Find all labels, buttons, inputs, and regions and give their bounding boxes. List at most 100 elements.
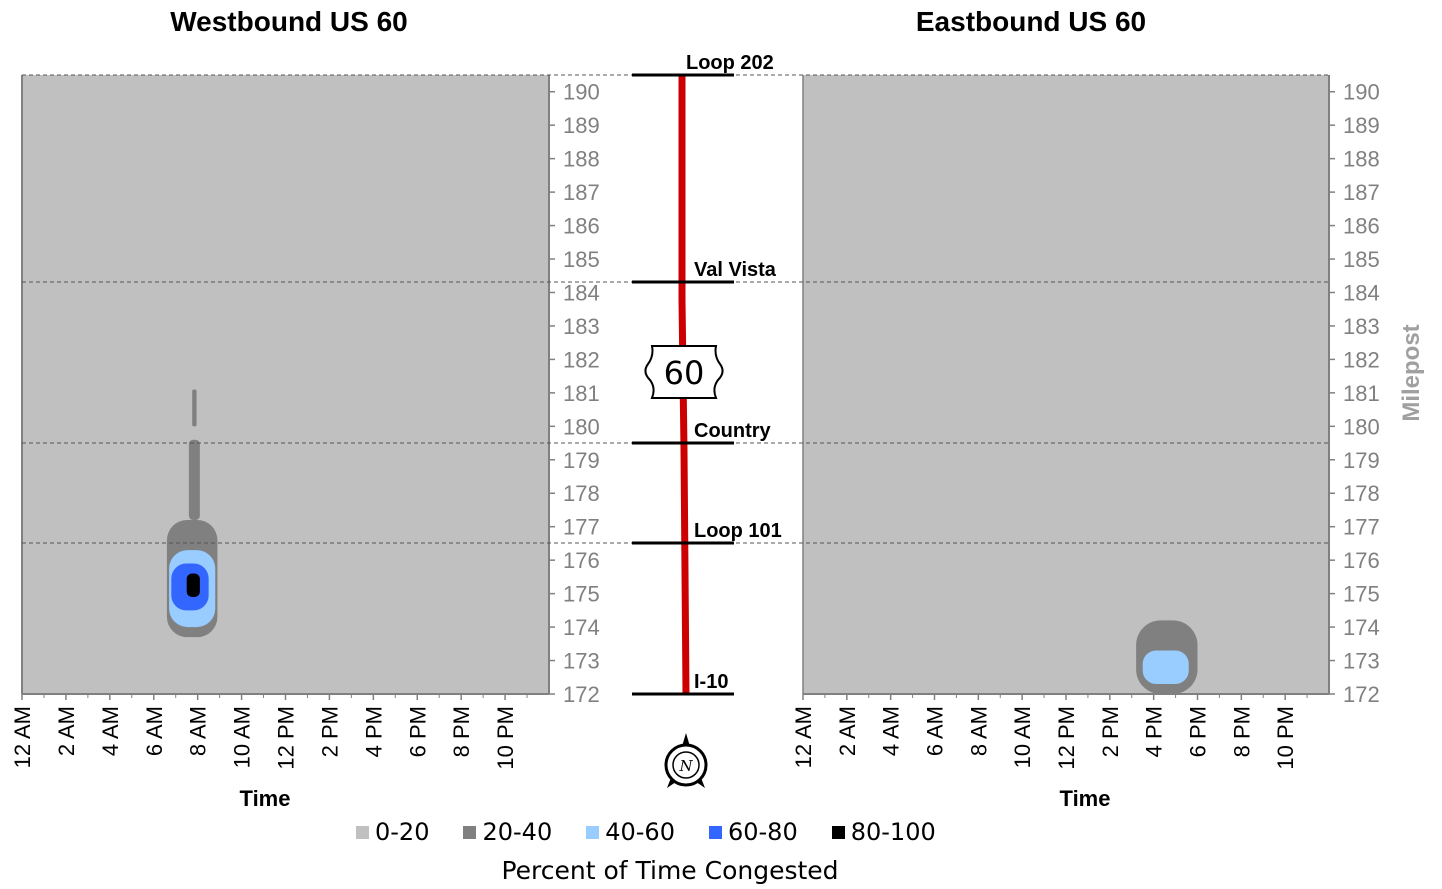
- westbound-y-tick-label: 178: [563, 481, 600, 506]
- eastbound-y-tick-label: 190: [1343, 80, 1380, 105]
- westbound-y-tick-label: 177: [563, 515, 600, 540]
- westbound-y-tick-label: 189: [563, 113, 600, 138]
- eastbound-y-tick-label: 182: [1343, 347, 1380, 372]
- eastbound-y-tick-label: 175: [1343, 582, 1380, 607]
- landmark-label: Country: [694, 420, 772, 442]
- eastbound-y-tick-label: 180: [1343, 414, 1380, 439]
- eastbound-y-tick-label: 183: [1343, 314, 1380, 339]
- eastbound-x-tick-label: 6 PM: [1186, 706, 1211, 757]
- eastbound-x-ticks: 12 AM 2 AM 4 AM 6 AM 8 AM 10 AM 12 PM 2 PM 4 PM 6…: [791, 694, 1308, 770]
- landmark-label: Loop 101: [694, 520, 782, 542]
- eastbound-y-tick-label: 174: [1343, 615, 1380, 640]
- westbound-x-tick-label: 10 AM: [230, 706, 255, 768]
- westbound-y-tick-label: 179: [563, 448, 600, 473]
- legend-item: 60-80: [708, 818, 798, 846]
- westbound-congestion-region: [186, 573, 200, 597]
- eastbound-y-tick-label: 176: [1343, 548, 1380, 573]
- eastbound-plot-area: [803, 75, 1329, 694]
- legend-swatch: [463, 825, 477, 839]
- legend: 0-20 20-40 40-60 60-80 80-100: [356, 818, 936, 846]
- eastbound-x-tick-label: 2 PM: [1098, 706, 1123, 757]
- eastbound-x-tick-label: 8 AM: [966, 706, 991, 756]
- westbound-x-tick-label: 4 PM: [361, 706, 386, 757]
- landmark-label: Val Vista: [694, 259, 777, 281]
- legend-swatch: [831, 825, 845, 839]
- route-landmarks: Loop 202 Val Vista Country Loop 101 I-10: [632, 52, 782, 696]
- westbound-x-tick-label: 6 PM: [405, 706, 430, 757]
- westbound-y-tick-label: 182: [563, 347, 600, 372]
- us-route-shield-icon: 60: [644, 345, 724, 399]
- eastbound-x-tick-label: 4 AM: [879, 706, 904, 756]
- westbound-y-tick-label: 190: [563, 80, 600, 105]
- westbound-x-tick-label: 10 PM: [493, 706, 518, 770]
- legend-label: 40-60: [605, 818, 675, 846]
- westbound-congestion-region: [188, 439, 200, 521]
- landmark-label: Loop 202: [686, 52, 774, 74]
- eastbound-y-tick-label: 188: [1343, 147, 1380, 172]
- legend-label: 0-20: [375, 818, 430, 846]
- legend-title: Percent of Time Congested: [501, 856, 839, 885]
- westbound-y-tick-label: 183: [563, 314, 600, 339]
- eastbound-y-tick-label: 181: [1343, 381, 1380, 406]
- legend-label: 20-40: [482, 818, 553, 846]
- westbound-y-tick-label: 188: [563, 147, 600, 172]
- westbound-y-tick-label: 181: [563, 381, 600, 406]
- westbound-x-tick-label: 8 PM: [449, 706, 474, 757]
- westbound-y-tick-label: 176: [563, 548, 600, 573]
- westbound-x-tick-label: 2 AM: [54, 706, 79, 756]
- eastbound-x-tick-label: 10 AM: [1010, 706, 1035, 768]
- westbound-x-tick-label: 12 AM: [10, 706, 35, 768]
- eastbound-y-tick-label: 184: [1343, 280, 1380, 305]
- westbound-plot-area: [22, 75, 549, 694]
- legend-swatch: [586, 825, 600, 839]
- eastbound-congestion-region: [1142, 650, 1189, 684]
- westbound-x-tick-label: 6 AM: [142, 706, 167, 756]
- westbound-y-tick-label: 187: [563, 180, 600, 205]
- legend-swatch: [356, 825, 369, 839]
- eastbound-x-tick-label: 12 AM: [791, 706, 816, 768]
- westbound-y-ticks: 190 189 188 187 186 185 184 183 182 181 180 179 178 1…: [549, 80, 600, 707]
- legend-item: 80-100: [831, 818, 936, 846]
- eastbound-y-tick-label: 189: [1343, 113, 1380, 138]
- eastbound-y-tick-label: 179: [1343, 448, 1380, 473]
- eastbound-y-tick-label: 173: [1343, 649, 1380, 674]
- westbound-y-tick-label: 175: [563, 582, 600, 607]
- westbound-x-axis-label: Time: [239, 786, 291, 811]
- westbound-x-tick-label: 12 PM: [274, 706, 299, 770]
- eastbound-y-ticks: 190 189 188 187 186 185 184 183 182 181 180 179 178 1…: [1329, 80, 1380, 707]
- eastbound-x-tick-label: 6 AM: [923, 706, 948, 756]
- westbound-x-tick-label: 4 AM: [98, 706, 123, 756]
- westbound-y-tick-label: 184: [563, 280, 600, 305]
- eastbound-x-axis-label: Time: [1059, 786, 1111, 811]
- legend-label: 60-80: [727, 818, 798, 846]
- westbound-y-tick-label: 185: [563, 247, 600, 272]
- westbound-y-tick-label: 186: [563, 214, 600, 239]
- eastbound-y-tick-label: 177: [1343, 515, 1380, 540]
- westbound-y-tick-label: 180: [563, 414, 600, 439]
- eastbound-congestion-regions: [1136, 620, 1198, 694]
- legend-swatch: [708, 825, 722, 839]
- eastbound-y-tick-label: 172: [1343, 682, 1380, 707]
- eastbound-x-tick-label: 4 PM: [1142, 706, 1167, 757]
- legend-item: 0-20: [356, 818, 429, 846]
- legend-item: 20-40: [463, 818, 552, 846]
- eastbound-y-tick-label: 187: [1343, 180, 1380, 205]
- legend-label: 80-100: [850, 818, 936, 846]
- westbound-x-tick-label: 8 AM: [186, 706, 211, 756]
- north-arrow-compass-icon: N: [664, 733, 708, 788]
- westbound-y-tick-label: 172: [563, 682, 600, 707]
- westbound-congestion-region: [192, 389, 197, 427]
- westbound-title: Westbound US 60: [170, 6, 408, 37]
- westbound-y-tick-label: 173: [563, 649, 600, 674]
- eastbound-x-tick-label: 10 PM: [1273, 706, 1298, 770]
- route-shield-number: 60: [664, 354, 705, 392]
- eastbound-title: Eastbound US 60: [915, 6, 1147, 37]
- y-axis-label: Milepost: [1398, 324, 1425, 422]
- westbound-x-ticks: 12 AM 2 AM 4 AM 6 AM 8 AM 10 AM 12 PM 2 PM 4 PM 6…: [10, 694, 528, 770]
- eastbound-y-tick-label: 186: [1343, 214, 1380, 239]
- westbound-x-tick-label: 2 PM: [317, 706, 342, 757]
- eastbound-x-tick-label: 8 PM: [1229, 706, 1254, 757]
- eastbound-x-tick-label: 2 AM: [835, 706, 860, 756]
- legend-item: 40-60: [586, 818, 675, 846]
